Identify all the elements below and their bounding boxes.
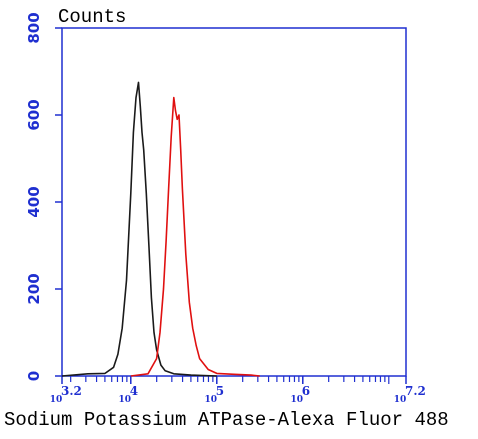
chart-title: Counts	[58, 6, 126, 28]
x-tick-label-4: 10	[394, 395, 407, 405]
x-tick-exponent-2: 5	[216, 384, 224, 398]
y-tick-label-3: 600	[25, 99, 43, 130]
x-tick-label-0: 10	[50, 395, 63, 405]
y-tick-label-4: 800	[25, 12, 43, 43]
x-axis-label: Sodium Potassium ATPase-Alexa Fluor 488	[4, 409, 449, 431]
x-tick-label-3: 10	[291, 395, 304, 405]
x-tick-label-2: 10	[205, 395, 218, 405]
x-tick-exponent-0: 3.2	[61, 384, 82, 398]
y-tick-label-0: 0	[25, 371, 43, 381]
series-layer	[61, 81, 260, 377]
y-tick-label-1: 200	[25, 273, 43, 304]
x-tick-exponent-4: 7.2	[405, 384, 426, 398]
y-axis: 0 200 400 600 800	[25, 12, 62, 381]
series-line-0	[61, 81, 217, 377]
x-tick-exponent-3: 6	[302, 384, 310, 398]
x-tick-label-1: 10	[119, 395, 132, 405]
plot-frame	[61, 27, 407, 377]
y-tick-label-2: 400	[25, 186, 43, 217]
series-line-1	[130, 96, 260, 377]
x-tick-exponent-1: 4	[130, 384, 138, 398]
